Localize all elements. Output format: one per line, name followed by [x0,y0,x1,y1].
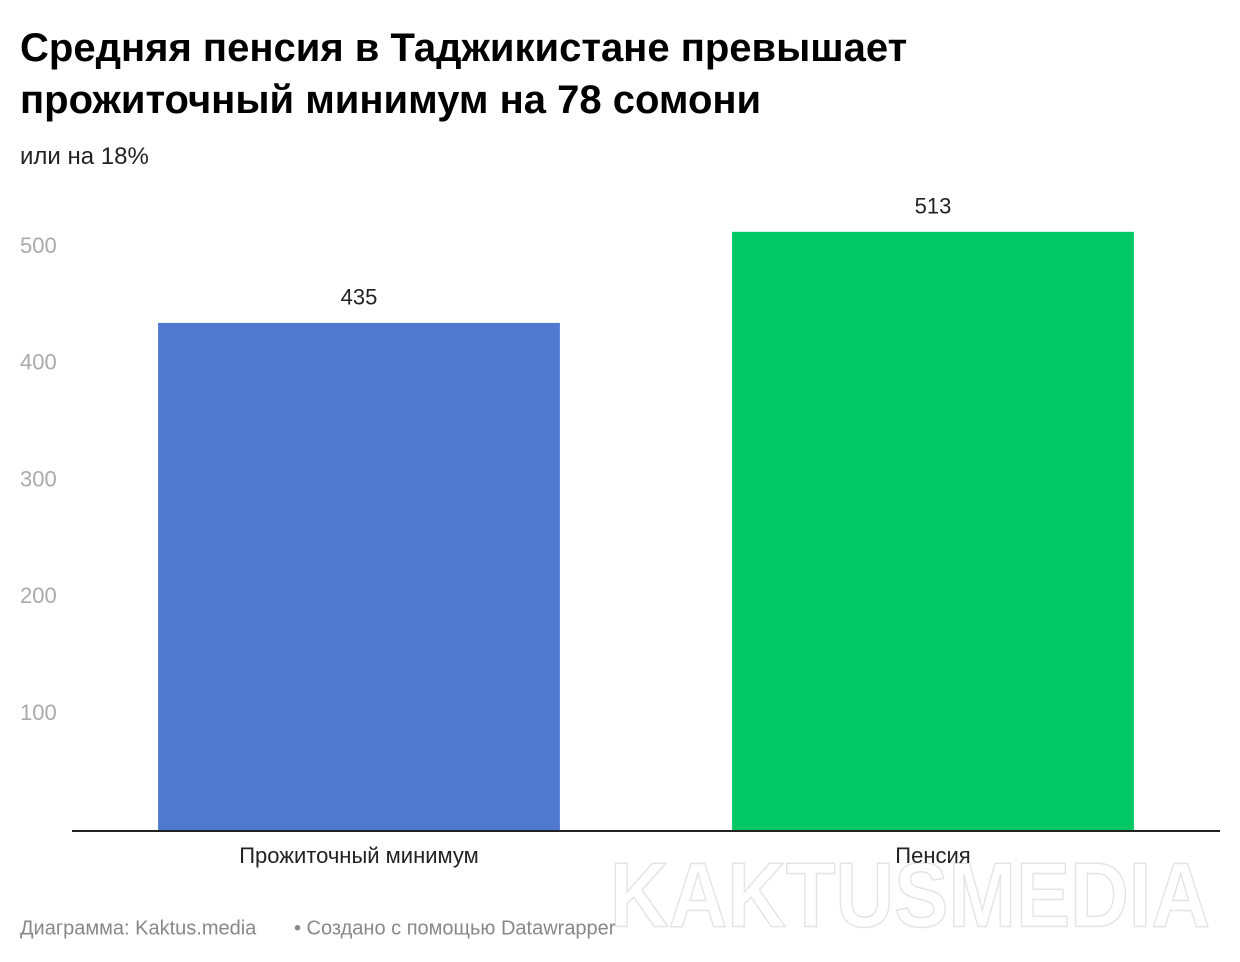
y-tick-label: 100 [20,700,57,725]
watermark: KAKTUSMEDIA [610,844,1210,946]
y-tick-label: 500 [20,233,57,258]
y-tick-label: 400 [20,350,57,375]
y-tick-label: 300 [20,466,57,491]
value-label: 435 [341,285,378,310]
value-label: 513 [915,194,952,219]
credit: • Создано с помощью Datawrapper [294,917,616,939]
chart-title: Средняя пенсия в Таджикистане превышает … [20,26,908,122]
chart-subtitle: или на 18% [20,143,149,170]
source: Диаграмма: Kaktus.media [20,917,257,939]
bar [158,322,560,831]
bar [732,231,1134,832]
x-tick-label: Пенсия [895,843,970,868]
x-tick-label: Прожиточный минимум [239,843,479,868]
y-tick-label: 200 [20,583,57,608]
